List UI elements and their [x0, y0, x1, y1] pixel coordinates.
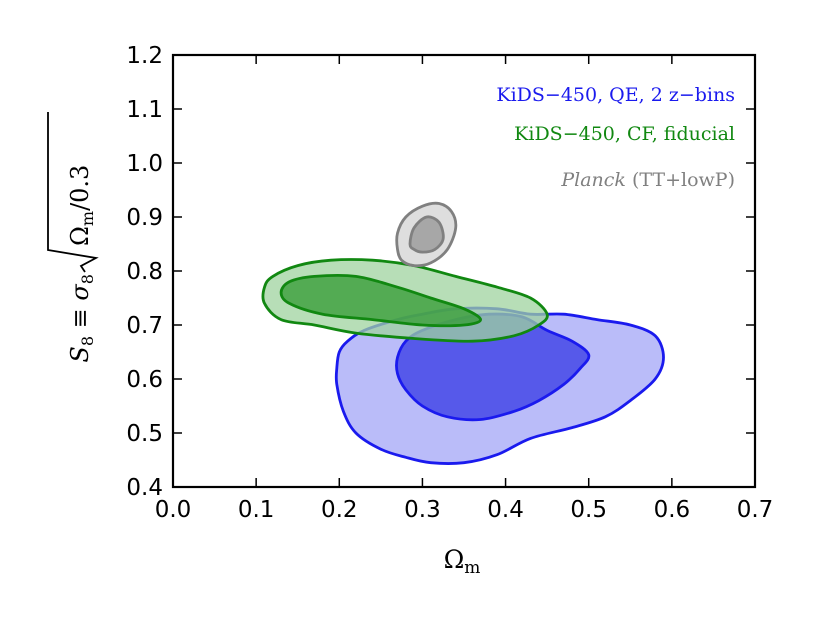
x-tick-label-0.7: 0.7: [737, 497, 774, 523]
y-axis-title-omega: Ω: [66, 226, 94, 246]
y-tick-label-0.7: 0.7: [126, 313, 163, 339]
y-axis-title-s-sub: 8: [78, 336, 97, 346]
legend-entry-kids-qe: KiDS−450, QE, 2 z−bins: [496, 84, 735, 106]
sqrt-sign: [47, 112, 99, 273]
series-planck: [395, 201, 458, 268]
y-tick-label-0.5: 0.5: [126, 421, 163, 447]
y-axis-title-s: S: [66, 346, 94, 362]
legend-entry-planck-italic: Planck: [560, 169, 626, 191]
y-tick-label-1.0: 1.0: [126, 151, 163, 177]
x-tick-label-0.5: 0.5: [570, 497, 607, 523]
y-axis-title-omega-sub: m: [78, 211, 97, 226]
x-tick-label-0.4: 0.4: [487, 497, 524, 523]
contour-layer: [261, 201, 665, 465]
x-tick-label-0.0: 0.0: [155, 497, 192, 523]
legend: KiDS−450, QE, 2 z−bins KiDS−450, CF, fidu…: [496, 84, 735, 191]
legend-entry-kids-cf: KiDS−450, CF, fiducial: [514, 123, 735, 145]
y-axis-title: S8 ≡ σ8 Ωm/0.3: [47, 112, 99, 363]
contour-68-planck: [408, 215, 445, 254]
axis-ticks: 0.0 0.1 0.2 0.3 0.4 0.5 0.6 0.7 0.4 0.5 0.6 0.7 0.8 0…: [126, 43, 773, 523]
y-tick-label-1.1: 1.1: [126, 97, 163, 123]
x-tick-label-0.6: 0.6: [654, 497, 691, 523]
x-axis-title-symbol: Ω: [444, 545, 465, 574]
y-axis-title-radicand: Ωm/0.3: [66, 165, 97, 246]
y-tick-label-0.4: 0.4: [126, 475, 163, 501]
x-axis-title-subscript: m: [464, 558, 480, 578]
y-axis-title-equiv: ≡: [66, 301, 94, 336]
y-tick-label-0.9: 0.9: [126, 205, 163, 231]
y-axis-title-sigma-sub: 8: [78, 274, 97, 284]
y-axis-title-left: S8 ≡ σ8: [66, 274, 97, 363]
y-tick-label-0.6: 0.6: [126, 367, 163, 393]
legend-entry-planck-rest: (TT+lowP): [626, 169, 735, 191]
x-tick-label-0.1: 0.1: [238, 497, 275, 523]
series-kids-cf: [261, 258, 549, 343]
y-axis-title-sigma: σ: [66, 284, 94, 301]
y-tick-label-0.8: 0.8: [126, 259, 163, 285]
contour-68-kids-cf: [279, 273, 482, 328]
x-axis-title: Ωm: [444, 545, 481, 578]
y-axis-title-tail: /0.3: [66, 165, 94, 211]
legend-entry-planck: Planck (TT+lowP): [560, 169, 735, 191]
x-tick-label-0.2: 0.2: [321, 497, 358, 523]
y-tick-label-1.2: 1.2: [126, 43, 163, 69]
x-tick-label-0.3: 0.3: [404, 497, 441, 523]
